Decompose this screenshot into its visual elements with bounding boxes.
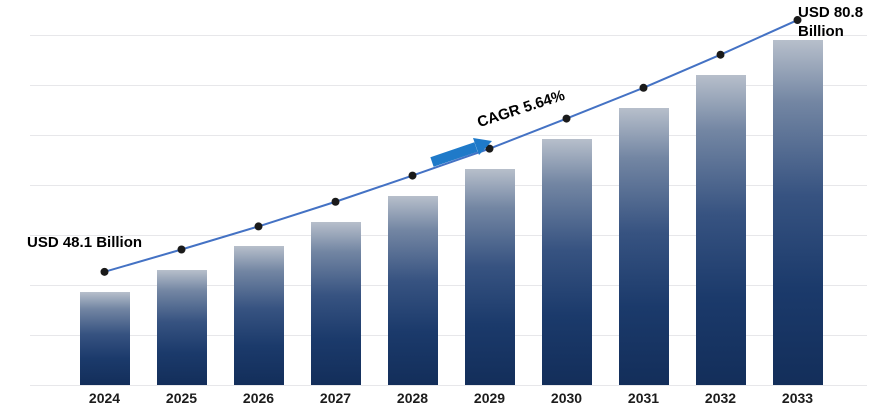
x-axis-label: 2026 bbox=[242, 390, 275, 406]
bar-2028 bbox=[387, 195, 438, 385]
gridline bbox=[30, 285, 867, 286]
bar-2024 bbox=[79, 291, 130, 385]
x-axis: 2024 2025 2026 2027 2028 2029 2030 2031 2032 2033 bbox=[0, 390, 891, 414]
bar-2032 bbox=[695, 74, 746, 385]
bar-2027 bbox=[310, 221, 361, 385]
bar-2025 bbox=[156, 269, 207, 385]
gridline bbox=[30, 335, 867, 336]
start-value-label: USD 48.1 Billion bbox=[27, 234, 143, 251]
x-axis-label: 2031 bbox=[627, 390, 660, 406]
x-axis-label: 2027 bbox=[319, 390, 352, 406]
x-axis-label: 2028 bbox=[396, 390, 429, 406]
x-axis-label: 2029 bbox=[473, 390, 506, 406]
bar-2026 bbox=[233, 246, 284, 385]
bar-2033 bbox=[772, 40, 823, 385]
x-axis-label: 2024 bbox=[88, 390, 121, 406]
x-axis-label: 2025 bbox=[165, 390, 198, 406]
x-axis-label: 2030 bbox=[550, 390, 583, 406]
x-axis-label: 2032 bbox=[704, 390, 737, 406]
x-axis-label: 2033 bbox=[781, 390, 814, 406]
end-value-label: USD 80.8 Billion bbox=[798, 4, 864, 40]
gridline bbox=[30, 385, 867, 386]
bar-2030 bbox=[541, 138, 592, 385]
bar-2029 bbox=[464, 168, 515, 385]
bar-2031 bbox=[618, 107, 669, 385]
bars-container bbox=[79, 40, 823, 385]
